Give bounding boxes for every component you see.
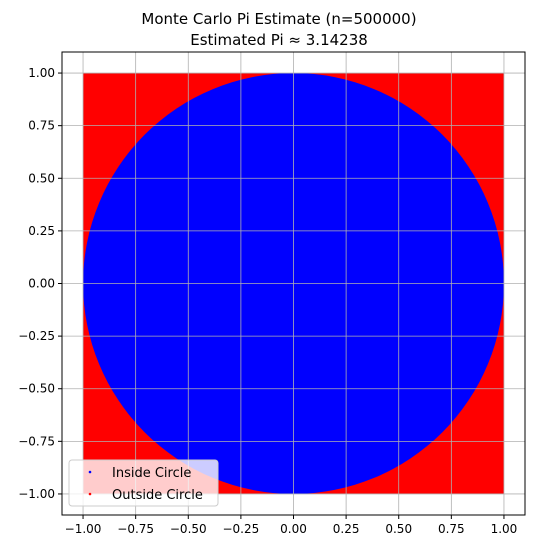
y-tick-label-7: 0.75 — [28, 119, 55, 133]
legend-box — [68, 459, 219, 507]
legend-marker-outside — [88, 492, 92, 496]
y-tick-label-2: −0.50 — [18, 382, 55, 396]
x-tick-label-2: −0.50 — [170, 522, 207, 536]
x-tick-label-3: −0.25 — [222, 522, 259, 536]
y-tick-label-1: −0.75 — [18, 434, 55, 448]
chart-title: Monte Carlo Pi Estimate (n=500000) — [141, 10, 416, 28]
y-tick-label-0: −1.00 — [18, 487, 55, 501]
y-tick-label-8: 1.00 — [28, 66, 55, 80]
chart-subtitle: Estimated Pi ≈ 3.14238 — [190, 31, 368, 49]
legend-label-outside: Outside Circle — [112, 488, 203, 503]
legend: Inside Circle Outside Circle — [68, 459, 219, 507]
y-tick-label-5: 0.25 — [28, 224, 55, 238]
legend-marker-inside — [88, 470, 92, 474]
x-tick-label-0: −1.00 — [65, 522, 102, 536]
y-tick-label-6: 0.50 — [28, 171, 55, 185]
x-tick-label-8: 1.00 — [491, 522, 518, 536]
x-tick-label-5: 0.25 — [333, 522, 360, 536]
y-tick-label-3: −0.25 — [18, 329, 55, 343]
x-tick-label-6: 0.50 — [385, 522, 412, 536]
x-tick-label-4: 0.00 — [280, 522, 307, 536]
x-tick-label-1: −0.75 — [117, 522, 154, 536]
x-axis: −1.00 −0.75 −0.50 −0.25 0.00 0.25 0.50 0.75 1.00 — [65, 515, 518, 536]
legend-label-inside: Inside Circle — [112, 466, 191, 481]
x-tick-label-7: 0.75 — [438, 522, 465, 536]
y-tick-label-4: 0.00 — [28, 277, 55, 291]
y-axis: −1.00 −0.75 −0.50 −0.25 0.00 0.25 0.50 0.75 1.00 — [18, 66, 62, 501]
